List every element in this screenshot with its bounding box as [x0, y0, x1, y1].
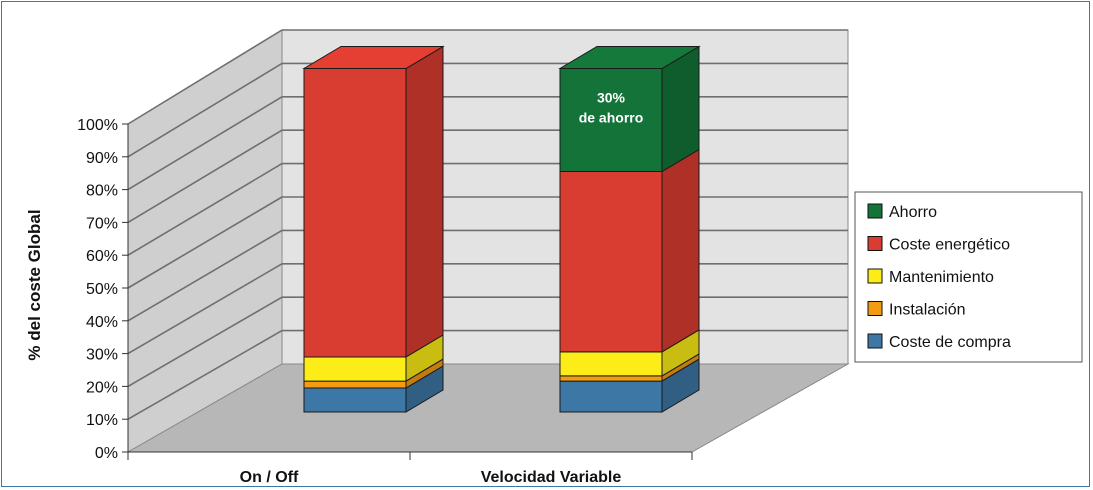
bar-front — [303, 356, 407, 382]
gridline-side — [127, 129, 283, 224]
bar-segment-coste-de-compra — [303, 365, 444, 413]
y-tick-label: 100% — [77, 117, 118, 134]
bar-front — [559, 351, 663, 377]
bar-side — [405, 45, 444, 358]
y-tick-label: 50% — [86, 281, 118, 298]
bar-front — [559, 375, 663, 382]
x-category-label: On / Off — [240, 469, 299, 486]
bar-segment-ahorro — [559, 45, 700, 173]
legend-item: Instalación — [867, 301, 966, 319]
bar-top — [302, 46, 445, 69]
gridline-side — [127, 329, 283, 420]
legend-box — [854, 191, 1083, 363]
bars: 30% de ahorro — [302, 45, 701, 413]
annotation-line1: 30% — [597, 90, 626, 106]
legend-item: Mantenimiento — [867, 268, 994, 286]
legend-swatch — [867, 203, 883, 219]
axes: 0% 10% 20% 30% 40% 50% 60% 70% 80% 90% 100% On / Of… — [77, 117, 693, 486]
y-tick-label: 70% — [86, 215, 118, 232]
gridline-side — [127, 229, 283, 322]
bar-front — [303, 387, 407, 413]
x-category-label: Velocidad Variable — [481, 469, 622, 486]
bar-side — [661, 148, 700, 353]
chart-walls — [126, 29, 850, 453]
annotation-line2: de ahorro — [579, 110, 644, 126]
gridline-side — [127, 96, 283, 191]
bar-segment-coste-de-compra — [559, 358, 700, 413]
legend-label: Instalación — [889, 302, 966, 319]
legend-item: Coste energético — [867, 236, 1010, 254]
gridline-side — [127, 263, 283, 355]
legend-label: Mantenimiento — [889, 269, 994, 286]
y-tick-label: 0% — [95, 445, 118, 462]
y-tick-label: 30% — [86, 347, 118, 364]
gridline-side — [127, 296, 283, 388]
legend-item: Coste de compra — [867, 333, 1011, 351]
gridline-side — [127, 162, 283, 256]
y-tick-label: 60% — [86, 248, 118, 265]
bar-front — [303, 68, 407, 358]
legend-swatch — [867, 333, 883, 349]
y-tick-label: 90% — [86, 150, 118, 167]
legend: Ahorro Coste energético Mantenimiento Insta… — [854, 191, 1083, 363]
legend-item: Ahorro — [867, 203, 937, 221]
y-tick-label: 20% — [86, 379, 118, 396]
gridline-side — [127, 196, 283, 289]
legend-swatch — [867, 268, 883, 284]
y-tick-label: 40% — [86, 314, 118, 331]
bar-segment-coste-energ-tico — [303, 45, 444, 358]
y-tick-label: 10% — [86, 412, 118, 429]
bar-front — [559, 171, 663, 353]
bar-top — [558, 46, 701, 69]
bar-front — [559, 380, 663, 413]
legend-label: Coste energético — [889, 237, 1010, 254]
gridline-side — [127, 29, 283, 125]
legend-swatch — [867, 301, 883, 316]
legend-swatch — [867, 236, 883, 251]
y-tick-label: 80% — [86, 183, 118, 200]
bar-segment-coste-energ-tico — [559, 148, 700, 353]
gridline-side — [127, 62, 283, 158]
bar-front — [303, 380, 407, 389]
legend-label: Coste de compra — [889, 334, 1011, 351]
legend-label: Ahorro — [889, 204, 937, 221]
y-axis-label: % del coste Global — [25, 209, 44, 360]
